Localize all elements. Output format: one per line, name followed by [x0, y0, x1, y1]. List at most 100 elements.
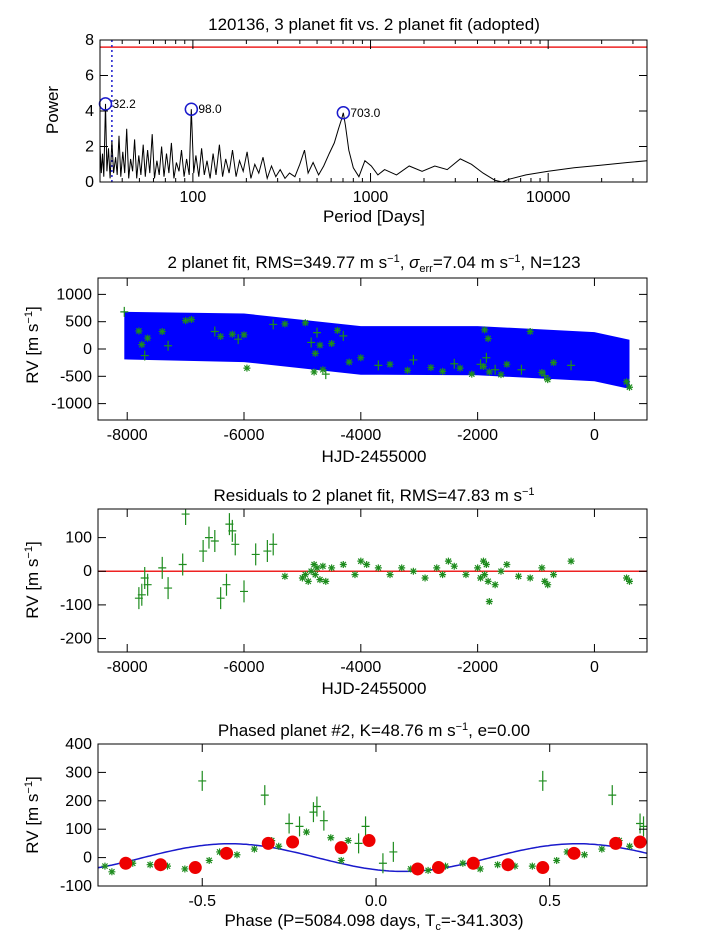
phased-point: [275, 842, 283, 850]
residual-point: [497, 567, 505, 575]
residual-point: [199, 540, 208, 563]
residual-point: [481, 571, 489, 579]
binned-point: [432, 861, 446, 875]
phased-ytick-label: 300: [65, 764, 92, 781]
residuals-clip-group: [98, 509, 647, 610]
rv-point: [484, 335, 492, 343]
rv-fit-title-sup2: −1: [508, 253, 521, 265]
phased-xlabel: Phase (P=5084.098 days, Tc=-341.303): [224, 911, 523, 933]
residuals-ytick-label: -200: [60, 631, 92, 648]
residuals-xtick-label: -6000: [224, 659, 265, 676]
phased-point: [129, 859, 137, 867]
periodogram-plot-area: 32.2 98.0 703.0 0 2 4 6 8 100 1000 10000: [85, 32, 647, 206]
phased-point: [354, 833, 363, 854]
phased-xtick-label: -0.5: [188, 893, 216, 910]
phased-point: [181, 865, 189, 873]
rv-point: [439, 367, 447, 375]
rv-point: [333, 326, 341, 334]
binned-point: [567, 846, 581, 860]
rv-point: [357, 354, 365, 362]
peak-label: 703.0: [350, 106, 380, 120]
phased-point: [580, 851, 588, 859]
rv-fit-ylabel: RV [m s−1]: [23, 306, 42, 383]
residual-point: [550, 571, 558, 579]
binned-point: [220, 846, 234, 860]
rv-point: [243, 364, 251, 372]
residual-point: [433, 564, 441, 572]
residual-point: [322, 577, 330, 585]
residual-point: [339, 561, 347, 569]
binned-point: [609, 836, 623, 850]
rv-fit-title-mid: =7.04 m s: [433, 253, 508, 272]
rv-point: [468, 370, 476, 378]
phased-ylabel-end: ]: [23, 776, 42, 781]
rv-point: [319, 366, 327, 374]
residual-point: [311, 571, 319, 579]
rv-fit-title-sup: −1: [387, 253, 400, 265]
residual-point: [240, 580, 249, 603]
phased-point: [389, 841, 398, 862]
rv-point: [409, 354, 418, 365]
phased-point: [260, 785, 269, 806]
phased-point: [598, 845, 606, 853]
rv-point: [138, 341, 146, 349]
periodogram-ytick-label: 0: [85, 174, 94, 191]
residual-point: [316, 576, 324, 584]
rv-point: [321, 369, 330, 380]
phased-title-sup: −1: [456, 721, 469, 733]
residual-point: [515, 572, 523, 580]
residual-point: [137, 583, 146, 606]
rv-point: [120, 306, 129, 317]
rv-point: [450, 358, 459, 369]
rv-point: [328, 340, 336, 348]
panel-residuals: Residuals to 2 planet fit, RMS=47.83 m s…: [23, 486, 648, 698]
phased-point: [216, 848, 224, 856]
rv-point: [234, 334, 243, 345]
rv-fit-title-tail: , N=123: [521, 253, 581, 272]
residual-point: [269, 533, 278, 556]
residual-point: [310, 561, 318, 569]
binned-point: [119, 856, 133, 870]
rv-fit-xtick-label: -8000: [107, 427, 148, 444]
rv-point: [339, 330, 348, 341]
residual-point: [450, 562, 458, 570]
residuals-xlabel: HJD-2455000: [322, 679, 427, 698]
periodogram-ytick-label: 4: [85, 103, 94, 120]
binned-point: [334, 841, 348, 855]
phased-point: [344, 837, 352, 845]
phased-point: [407, 865, 415, 873]
rv-point: [311, 349, 319, 357]
model-curve: [98, 843, 647, 873]
rv-point: [550, 359, 558, 367]
phased-clip-group: [98, 770, 647, 876]
phased-point: [459, 859, 467, 867]
panel-rv-fit: 2 planet fit, RMS=349.77 m s−1, σerr=7.0…: [23, 253, 648, 466]
periodogram-power-line: [100, 103, 647, 182]
residual-point: [462, 571, 470, 579]
rv-point: [217, 332, 225, 340]
periodogram-frame: [99, 39, 648, 183]
phased-ylabel-sup: −1: [23, 781, 35, 794]
residual-point: [544, 581, 552, 589]
residual-point: [409, 567, 417, 575]
periodogram-xtick-label: 100: [180, 189, 207, 206]
rv-point: [497, 371, 505, 379]
rv-fit-xtick-label: -4000: [340, 427, 381, 444]
rv-point: [503, 360, 511, 368]
phased-ytick-label: 0: [83, 850, 92, 867]
binned-point: [411, 862, 425, 876]
rv-point: [316, 341, 324, 349]
rv-fit-frame: [97, 277, 648, 421]
residuals-ylabel-end: ]: [23, 541, 42, 546]
rv-fit-ytick-label: 500: [65, 314, 92, 331]
rv-point: [240, 331, 248, 339]
phased-point: [312, 796, 321, 817]
residual-point: [328, 564, 336, 572]
residual-point: [491, 581, 499, 589]
residual-point: [526, 574, 534, 582]
residual-point: [623, 574, 631, 582]
phased-point: [636, 813, 645, 834]
phased-point: [205, 856, 213, 864]
residuals-title: Residuals to 2 planet fit, RMS=47.83 m s…: [213, 486, 534, 505]
